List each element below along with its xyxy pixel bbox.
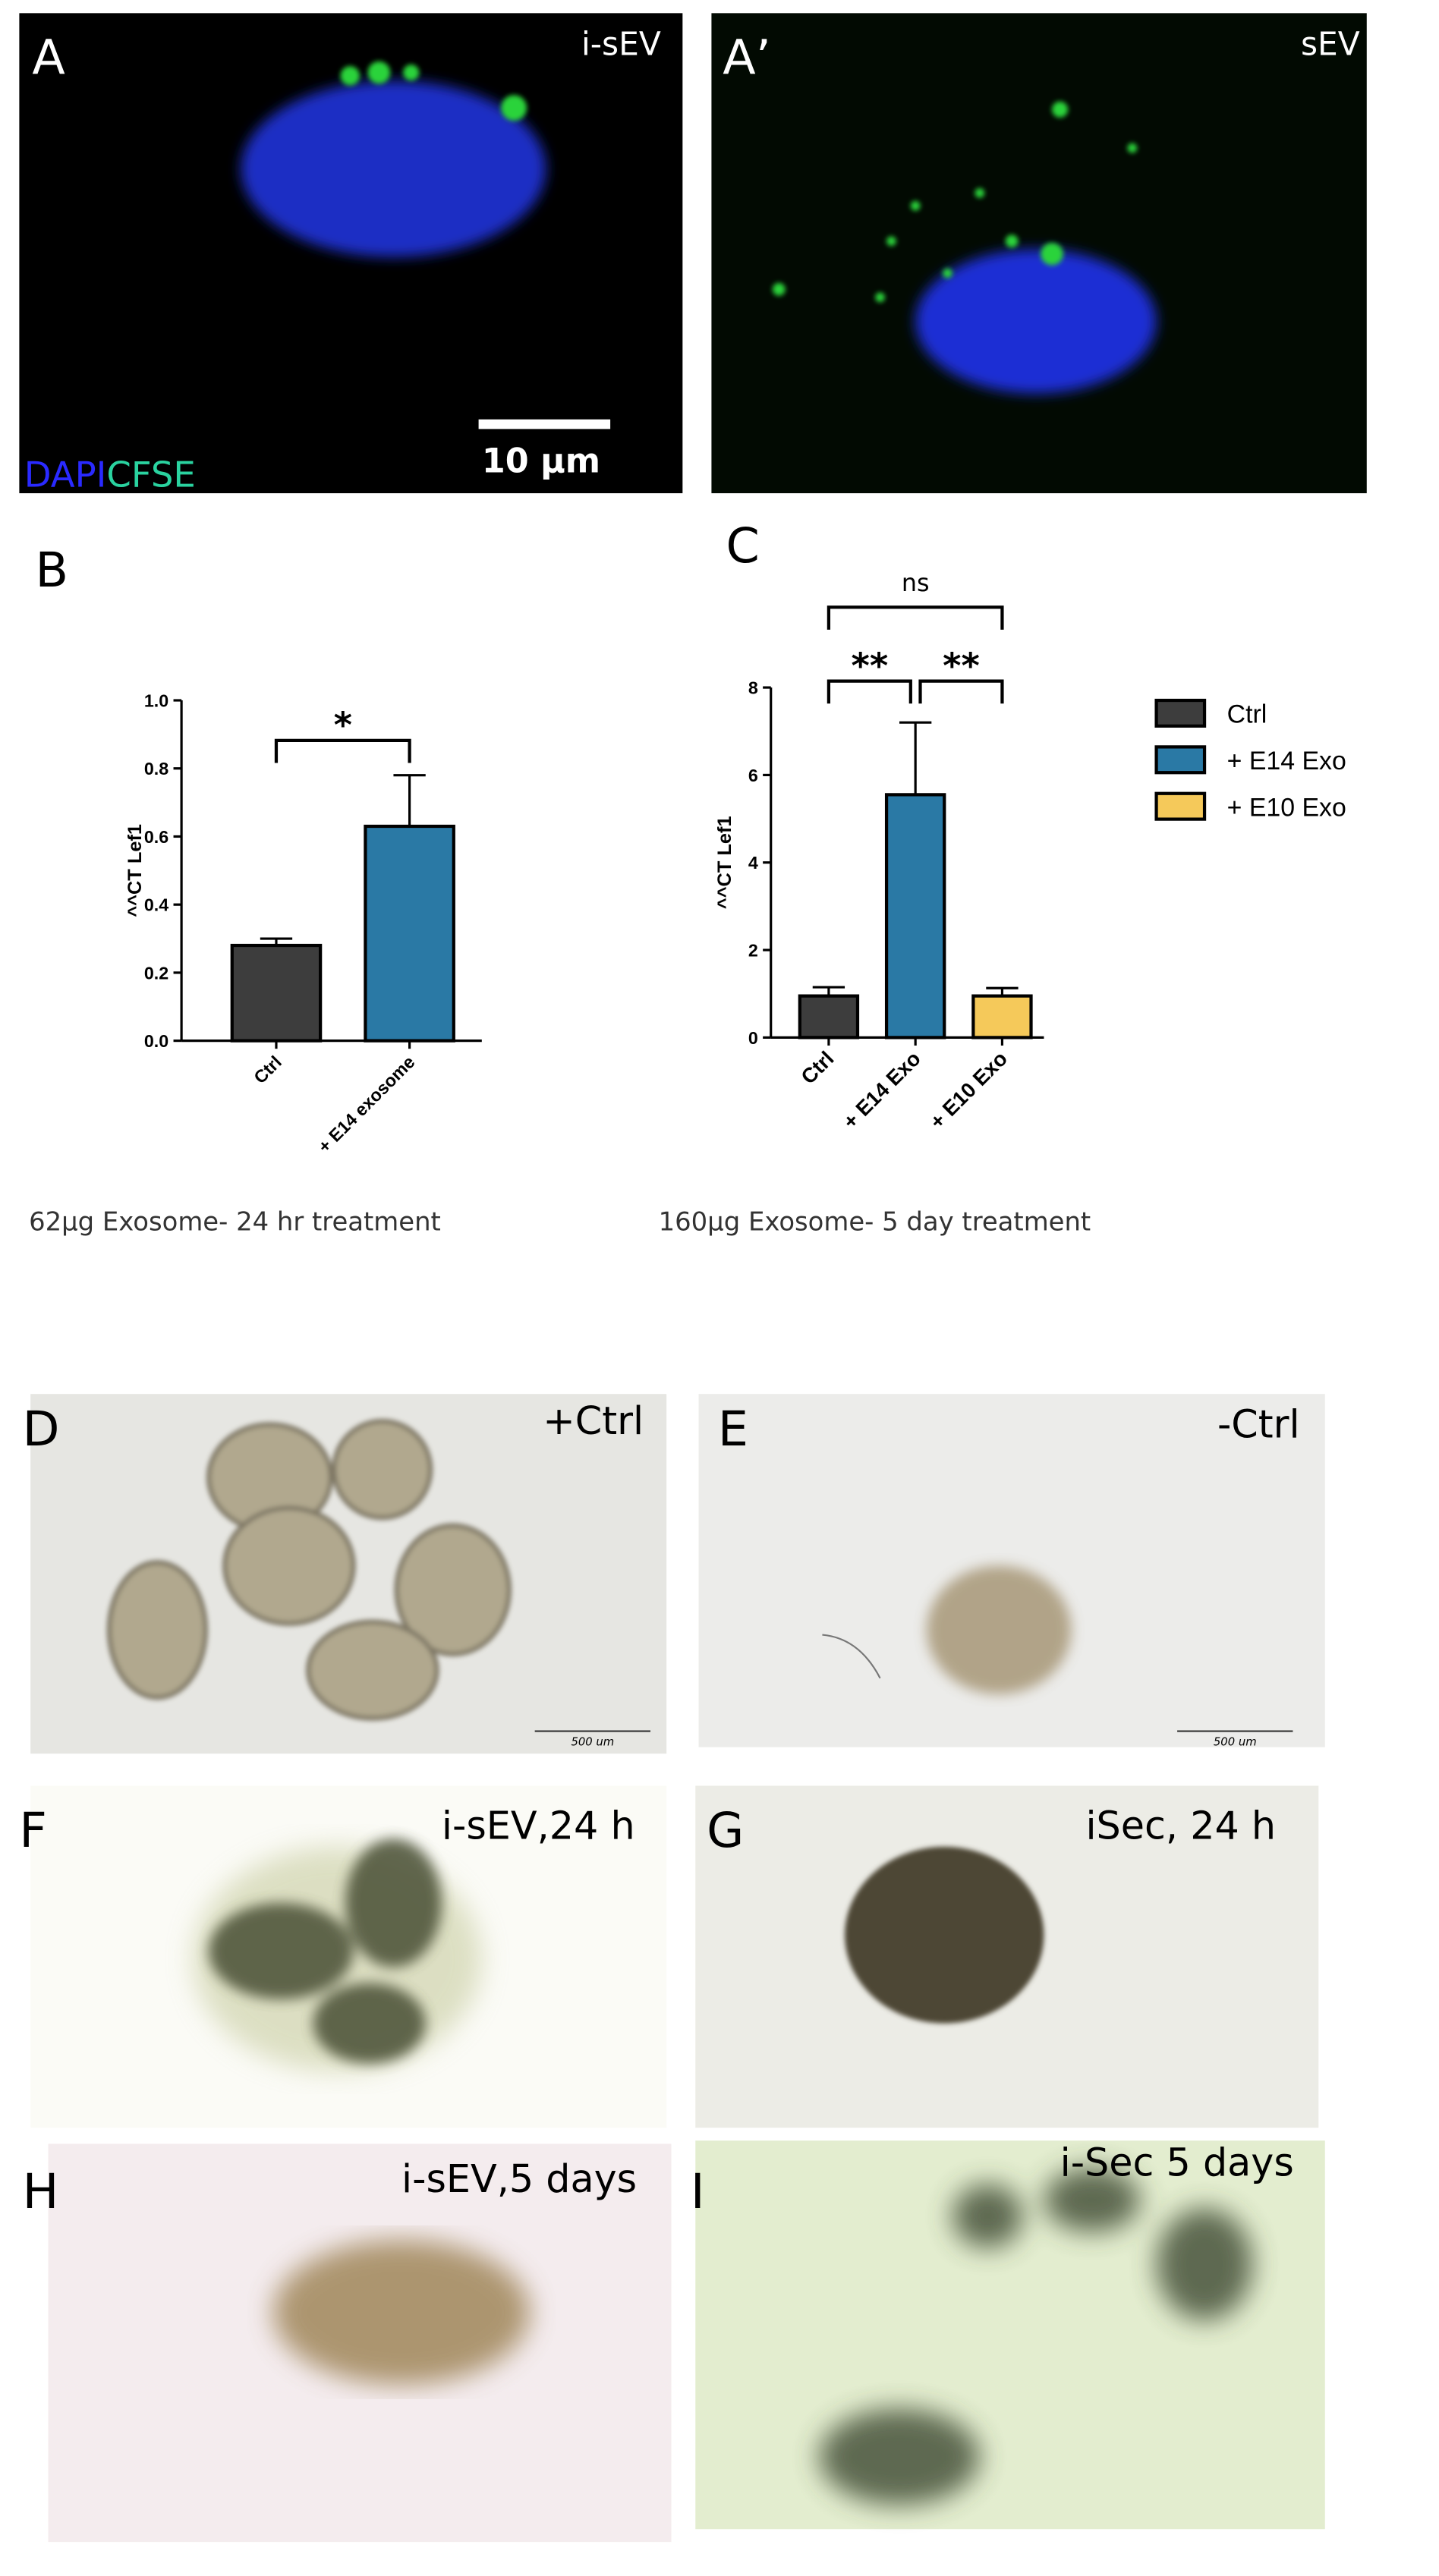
y-tick-label: 2	[748, 941, 758, 961]
significance-bracket	[918, 679, 1004, 704]
panel-letter: A	[32, 30, 65, 86]
panel-h: H i-sEV,5 days	[23, 2144, 672, 2543]
panel-label: i-sEV,5 days	[401, 2156, 637, 2201]
significance-label: *	[334, 705, 352, 746]
panel-g: G iSec, 24 h	[695, 1785, 1319, 2128]
panel-i: I i-Sec 5 days	[691, 2140, 1325, 2530]
caption: 160µg Exosome- 5 day treatment	[659, 1206, 1091, 1236]
panel-letter: D	[23, 1401, 60, 1457]
y-tick-label: 0.0	[144, 1031, 168, 1051]
panel-letter: I	[691, 2163, 705, 2219]
bar	[884, 793, 946, 1040]
panel-letter: A’	[723, 30, 771, 86]
panel-label: iSec, 24 h	[1085, 1803, 1276, 1848]
bar	[230, 943, 323, 1043]
stain-cfse: CFSE	[106, 454, 195, 495]
significance-label: **	[943, 645, 980, 686]
stain-dapi: DAPI	[24, 454, 107, 495]
significance-bracket	[274, 738, 411, 763]
y-tick-label: 0.4	[144, 895, 168, 915]
panel-letter: G	[707, 1802, 744, 1858]
y-tick-label: 0.2	[144, 963, 168, 983]
legend-swatch	[1154, 745, 1207, 775]
y-tick-label: 0.6	[144, 827, 168, 847]
chart: 0.0 0.2 0.4 0.6 0.8 1.0 ^^CT Lef1 Ctrl + E14 exo…	[124, 690, 482, 1156]
y-tick-label: 8	[748, 678, 758, 698]
panel-letter: E	[718, 1401, 748, 1457]
panel-label: i-sEV,24 h	[442, 1803, 635, 1848]
x-tick-label: Ctrl	[250, 1052, 285, 1087]
panel-e: E -Ctrl 500 um	[698, 1394, 1325, 1749]
panel-letter: H	[23, 2163, 59, 2219]
panel-label: -Ctrl	[1217, 1401, 1300, 1446]
bar	[364, 824, 455, 1043]
panel-label: i-Sec 5 days	[1060, 2140, 1294, 2185]
panel-label: i-sEV	[581, 25, 661, 62]
panel-label: sEV	[1301, 25, 1360, 62]
panel-a: A i-sEV 10 µm DAPICFSE	[19, 13, 683, 495]
y-tick-label: 0	[748, 1028, 758, 1048]
significance-label: ns	[902, 570, 930, 597]
x-tick-label: Ctrl	[796, 1046, 838, 1088]
legend-label: + E14 Exo	[1227, 747, 1346, 775]
legend-label: + E10 Exo	[1227, 793, 1346, 822]
x-tick-label: + E10 Exo	[925, 1046, 1012, 1133]
significance-bracket	[827, 605, 1004, 630]
y-axis-label: ^^CT Lef1	[714, 816, 735, 909]
panel-letter: B	[36, 542, 69, 598]
y-tick-label: 4	[748, 853, 758, 873]
panel-letter: F	[19, 1802, 47, 1858]
panel-a-prime: A’ sEV	[711, 13, 1367, 494]
y-tick-label: 0.8	[144, 759, 168, 778]
panel-label: +Ctrl	[543, 1398, 644, 1443]
bar	[971, 994, 1033, 1040]
stain-label: DAPICFSE	[24, 454, 196, 495]
y-tick-label: 6	[748, 766, 758, 785]
legend-swatch	[1154, 698, 1207, 728]
significance-label: **	[852, 645, 889, 686]
bar	[798, 994, 860, 1040]
legend-swatch	[1154, 791, 1207, 821]
panel-letter: C	[726, 517, 759, 574]
legend-label: Ctrl	[1227, 700, 1267, 729]
scale-bar-label: 500 um	[1214, 1736, 1257, 1749]
significance-bracket	[827, 679, 912, 704]
panel-f: F i-sEV,24 h	[19, 1785, 667, 2128]
caption: 62µg Exosome- 24 hr treatment	[29, 1206, 441, 1236]
x-tick-label: + E14 exosome	[314, 1052, 419, 1156]
y-axis-label: ^^CT Lef1	[124, 824, 146, 917]
y-tick-label: 1.0	[144, 690, 168, 710]
scale-bar-label: 10 µm	[482, 442, 600, 481]
scale-bar-label: 500 um	[571, 1736, 614, 1749]
x-tick-label: + E14 Exo	[839, 1046, 925, 1133]
panel-d: D +Ctrl 500 um	[23, 1394, 667, 1754]
